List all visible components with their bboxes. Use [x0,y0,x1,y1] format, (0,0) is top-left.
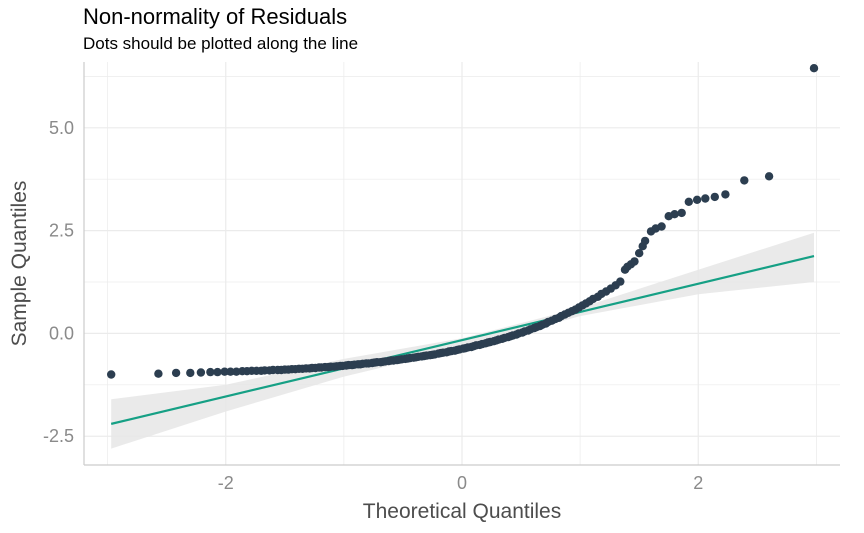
x-tick-labels: -2 0 2 [218,473,704,493]
chart-title: Non-normality of Residuals [83,4,348,29]
data-point [764,172,774,181]
chart-subtitle: Dots should be plotted along the line [83,34,359,53]
data-point [226,367,235,376]
data-point [154,369,163,378]
data-point [740,176,749,185]
data-point [107,370,116,379]
x-tick-label: -2 [218,473,234,493]
data-point [721,190,730,199]
data-point [186,368,195,378]
y-tick-label: 5.0 [49,118,74,138]
data-point [692,195,702,204]
reference-line [110,255,815,425]
data-point [809,63,819,73]
data-point [635,249,644,258]
data-point [220,367,229,376]
data-point [213,367,222,377]
data-point [206,367,215,377]
y-tick-label: -2.5 [43,426,74,446]
data-point [710,192,719,202]
data-point [171,368,181,378]
data-point [684,197,693,206]
data-point [640,236,650,246]
data-point [701,194,710,203]
x-tick-label: 2 [693,473,703,493]
y-tick-labels: -2.5 0.0 2.5 5.0 [43,118,74,446]
data-point [630,257,639,266]
y-axis-title: Sample Quantiles [8,181,31,347]
data-point [670,210,679,219]
data-point [616,277,625,286]
x-axis-title: Theoretical Quantiles [363,500,561,523]
data-point [657,222,666,231]
y-tick-label: 0.0 [49,323,74,343]
data-point [677,208,686,218]
y-tick-label: 2.5 [49,221,74,241]
data-points [107,63,819,379]
data-point [196,368,206,377]
x-tick-label: 0 [457,473,467,493]
